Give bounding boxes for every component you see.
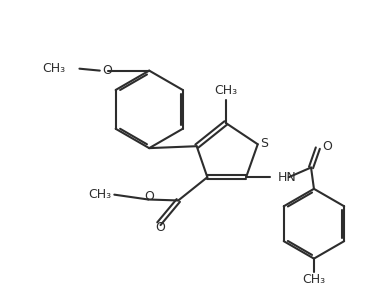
- Text: CH₃: CH₃: [43, 62, 66, 75]
- Text: S: S: [261, 137, 269, 150]
- Text: O: O: [323, 140, 332, 153]
- Text: HN: HN: [278, 171, 297, 184]
- Text: CH₃: CH₃: [303, 273, 325, 287]
- Text: O: O: [102, 64, 113, 77]
- Text: O: O: [155, 221, 165, 234]
- Text: CH₃: CH₃: [214, 84, 237, 97]
- Text: O: O: [144, 190, 154, 203]
- Text: CH₃: CH₃: [88, 188, 111, 201]
